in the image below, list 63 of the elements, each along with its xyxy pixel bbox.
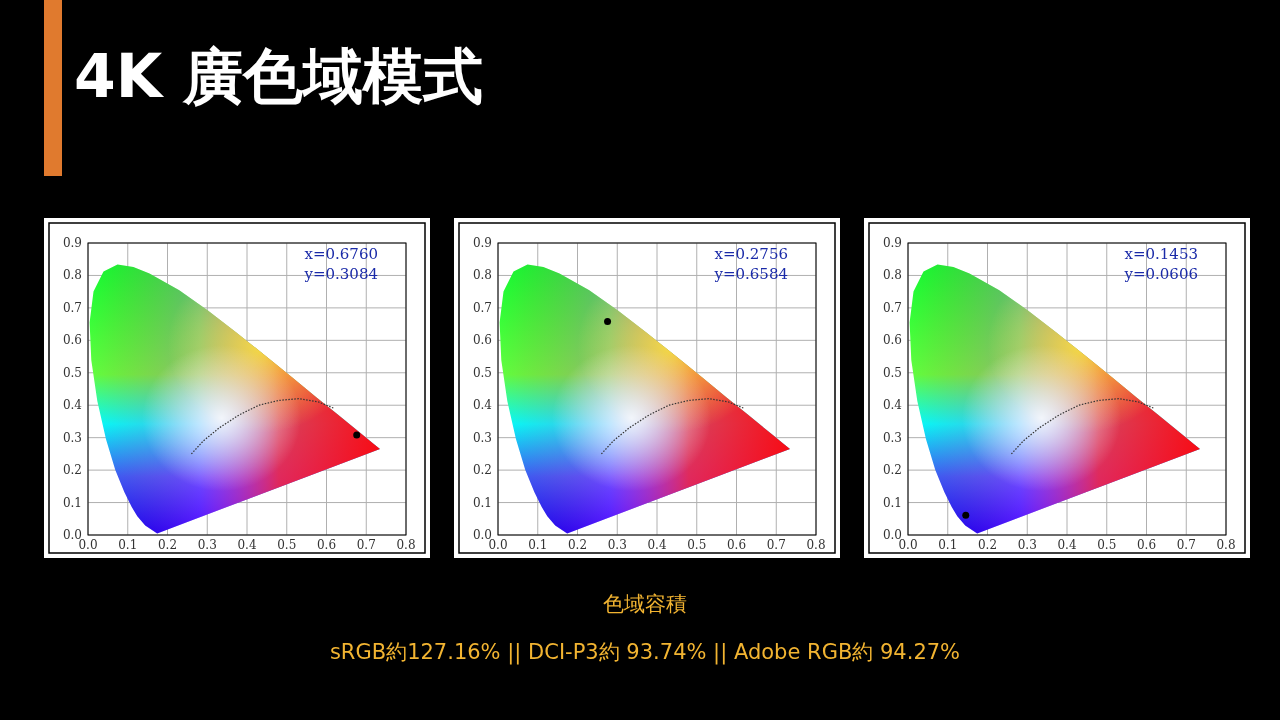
- x-tick-label: 0.3: [197, 538, 217, 552]
- line-series: [190, 398, 335, 455]
- y-tick-label: 0.6: [62, 333, 82, 348]
- x-tick-label: 0.4: [647, 538, 667, 552]
- annotation: y=0.0606: [1123, 265, 1198, 283]
- annotation: x=0.2756: [714, 245, 788, 263]
- x-tick-label: 0.4: [1057, 538, 1077, 552]
- x-tick-label: 0.2: [157, 538, 178, 552]
- text: 色域容積: [603, 592, 687, 616]
- annotation: y=0.3084: [303, 265, 378, 283]
- x-tick-label: 0.5: [277, 538, 297, 552]
- y-tick-label: 0.9: [472, 236, 492, 250]
- x-tick-label: 0.3: [607, 538, 627, 552]
- y-tick-label: 0.5: [62, 365, 82, 380]
- y-tick-label: 0.7: [882, 300, 902, 315]
- y-tick-label: 0.5: [882, 365, 902, 380]
- y-tick-label: 0.3: [62, 430, 82, 445]
- x-tick-label: 0.5: [1097, 538, 1117, 552]
- y-tick-label: 0.1: [882, 495, 902, 510]
- x-tick-label: 0.6: [1136, 538, 1157, 552]
- x-tick-label: 0.6: [316, 538, 337, 552]
- x-tick-label: 0.6: [726, 538, 747, 552]
- annotation: x=0.6760: [304, 245, 378, 263]
- annotation: y=0.6584: [713, 265, 788, 283]
- x-tick-label: 0.8: [806, 538, 826, 552]
- y-tick-label: 0.5: [472, 365, 492, 380]
- line-series: [1010, 398, 1156, 455]
- y-tick-label: 0.1: [472, 495, 492, 510]
- x-tick-label: 0.4: [237, 538, 257, 552]
- y-tick-label: 0.1: [62, 495, 82, 510]
- x-tick-label: 0.7: [766, 538, 786, 552]
- y-tick-label: 0.6: [472, 333, 492, 348]
- annotation: x=0.1453: [1124, 245, 1198, 263]
- y-tick-label: 0.8: [472, 268, 492, 283]
- x-tick-label: 0.2: [977, 538, 998, 552]
- y-tick-label: 0.3: [472, 430, 492, 445]
- y-tick-label: 0.2: [62, 463, 82, 478]
- x-tick-label: 0.8: [1216, 538, 1236, 552]
- y-tick-label: 0.2: [472, 463, 492, 478]
- chart-title: 4K 廣色域模式: [74, 41, 484, 111]
- x-tick-label: 0.1: [118, 538, 138, 552]
- x-tick-label: 0.7: [1176, 538, 1196, 552]
- x-tick-label: 0.7: [356, 538, 376, 552]
- y-tick-label: 0.8: [62, 268, 82, 283]
- x-tick-label: 0.2: [567, 538, 588, 552]
- y-tick-label: 0.8: [882, 268, 902, 283]
- y-tick-label: 0.9: [62, 236, 82, 250]
- x-tick-label: 0.1: [528, 538, 548, 552]
- y-tick-label: 0.4: [62, 398, 83, 413]
- y-tick-label: 0.4: [882, 398, 903, 413]
- y-tick-label: 0.2: [882, 463, 902, 478]
- y-tick-label: 0.6: [882, 333, 902, 348]
- y-tick-label: 0.3: [882, 430, 902, 445]
- y-tick-label: 0.4: [472, 398, 493, 413]
- y-tick-label: 0.9: [882, 236, 902, 250]
- text: sRGB約127.16% || DCI-P3約 93.74% || Adobe RGB約 94.27%: [329, 640, 961, 665]
- y-tick-label: 0.7: [472, 300, 492, 315]
- y-tick-label: 0.7: [62, 300, 82, 315]
- x-tick-label: 0.1: [938, 538, 958, 552]
- x-tick-label: 0.3: [1017, 538, 1037, 552]
- line-series: [600, 398, 745, 455]
- x-tick-label: 0.5: [687, 538, 707, 552]
- x-tick-label: 0.8: [396, 538, 416, 552]
